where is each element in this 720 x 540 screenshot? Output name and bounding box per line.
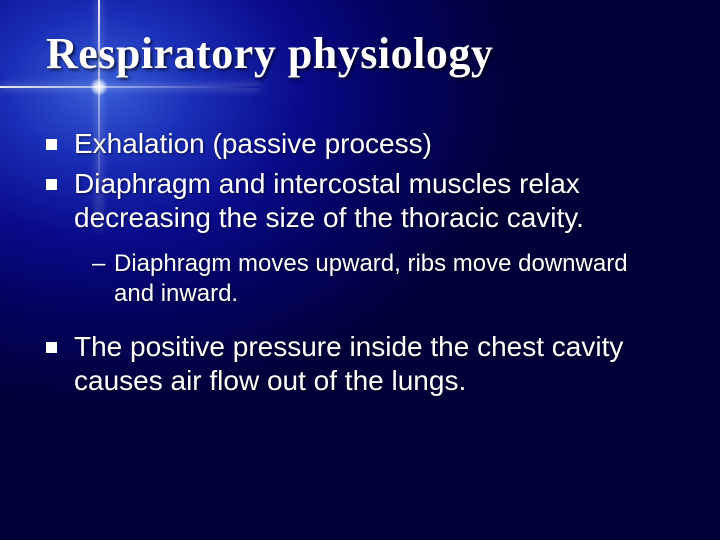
slide-title: Respiratory physiology (46, 28, 674, 79)
list-item: Diaphragm and intercostal muscles relax … (74, 167, 674, 235)
bullet-list-level1: Exhalation (passive process) Diaphragm a… (46, 127, 674, 235)
bullet-list-level2: Diaphragm moves upward, ribs move downwa… (46, 249, 674, 308)
list-item: Exhalation (passive process) (74, 127, 674, 161)
bullet-list-level1-continued: The positive pressure inside the chest c… (46, 330, 674, 398)
list-item: The positive pressure inside the chest c… (74, 330, 674, 398)
list-item: Diaphragm moves upward, ribs move downwa… (114, 249, 674, 308)
slide-container: Respiratory physiology Exhalation (passi… (0, 0, 720, 540)
